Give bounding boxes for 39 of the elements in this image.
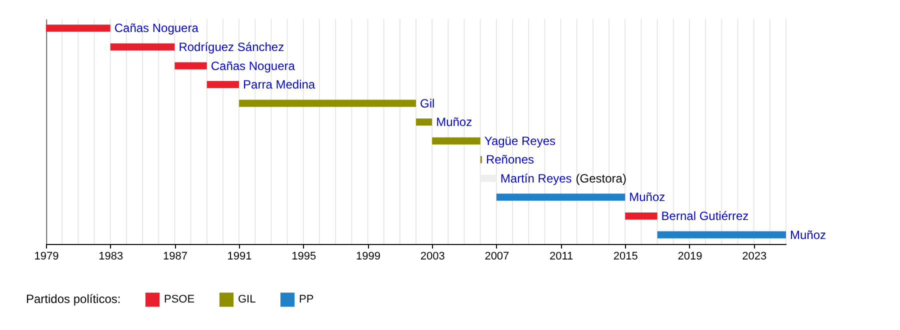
bar [625,212,658,220]
y-tick-label: Yagüe Reyes [484,134,556,148]
bar [239,100,416,107]
y-tick-label: Reñones [486,152,534,167]
x-tick-label: 1979 [34,250,59,262]
bar [206,80,240,88]
bar [657,231,786,238]
bar [496,194,626,201]
legend-label: PP [299,294,314,306]
y-tick-label: Cañas Noguera [210,58,296,73]
legend-title: Partidos políticos: [26,292,121,306]
x-tick-label: 2015 [613,250,638,262]
y-tick-label: Muñoz [436,115,472,130]
bar [174,62,207,70]
annotation: (Gestora) [576,171,626,186]
x-tick-label: 2007 [484,250,510,262]
x-tick-label: 2003 [420,250,445,262]
bar [416,118,432,126]
y-tick-label: Gil [420,96,435,110]
x-tick-label: 2011 [549,250,574,262]
bar [432,137,480,144]
y-tick-label: Cañas Noguera [114,21,199,36]
x-tick-label: 2023 [742,250,767,262]
x-tick-label: 1995 [292,250,316,262]
legend-label: GIL [238,294,256,306]
y-tick-label: Parra Medina [243,78,316,92]
y-tick-label: Muñoz [790,228,826,242]
y-tick-label: Rodríguez Sánchez [178,40,284,54]
x-tick-label: 1983 [98,250,124,262]
y-tick-label: Bernal Gutiérrez [661,209,749,224]
x-tick-label: 1999 [356,250,380,262]
bar [110,43,175,51]
y-tick-label: Muñoz [629,190,666,204]
legend-label: PSOE [164,294,195,306]
x-tick-label: 2019 [678,250,702,262]
bar [46,24,110,32]
x-tick-label: 1991 [227,250,252,262]
x-tick-label: 1987 [162,250,188,262]
y-tick-label: Martín Reyes [500,171,572,186]
